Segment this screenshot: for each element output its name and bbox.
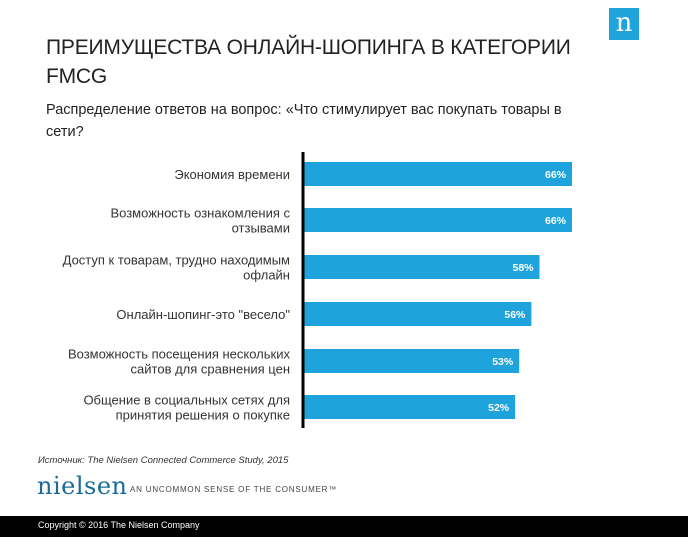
category-label: Возможность посещения нескольких bbox=[68, 347, 291, 362]
category-label: Доступ к товарам, трудно находимым bbox=[63, 253, 290, 268]
bar bbox=[304, 162, 572, 186]
bar bbox=[304, 349, 520, 373]
bar-value-label: 52% bbox=[488, 402, 510, 414]
source-note: Источник: The Nielsen Connected Commerce… bbox=[38, 455, 289, 466]
category-label: Возможность ознакомления с bbox=[110, 206, 290, 221]
bar bbox=[304, 255, 540, 279]
footer-bar: Copyright © 2016 The Nielsen Company bbox=[0, 516, 688, 537]
bar bbox=[304, 208, 572, 232]
page-title: ПРЕИМУЩЕСТВА ОНЛАЙН-ШОПИНГА В КАТЕГОРИИ … bbox=[46, 36, 571, 88]
category-label: принятия решения о покупке bbox=[116, 408, 290, 423]
bar bbox=[304, 302, 532, 326]
category-label: отзывами bbox=[232, 221, 290, 236]
copyright-text: Copyright © 2016 The Nielsen Company bbox=[38, 520, 200, 530]
category-label: Онлайн-шопинг-это "весело" bbox=[116, 307, 290, 322]
page-subtitle: Распределение ответов на вопрос: «Что ст… bbox=[46, 102, 562, 140]
bar-value-label: 66% bbox=[545, 215, 567, 227]
category-label: Экономия времени bbox=[174, 167, 290, 182]
bar-value-label: 66% bbox=[545, 169, 567, 181]
bar-value-label: 58% bbox=[512, 262, 534, 274]
category-label: офлайн bbox=[243, 268, 290, 283]
nielsen-wordmark: nielsen bbox=[37, 472, 128, 500]
bar-value-label: 53% bbox=[492, 356, 514, 368]
nielsen-logo-icon: n bbox=[609, 8, 639, 40]
category-label: сайтов для сравнения цен bbox=[131, 362, 290, 377]
category-label: Общение в социальных сетях для bbox=[83, 393, 290, 408]
bar bbox=[304, 395, 516, 419]
bar-value-label: 56% bbox=[504, 309, 526, 321]
brand-tagline: AN UNCOMMON SENSE OF THE CONSUMER™ bbox=[130, 485, 338, 494]
